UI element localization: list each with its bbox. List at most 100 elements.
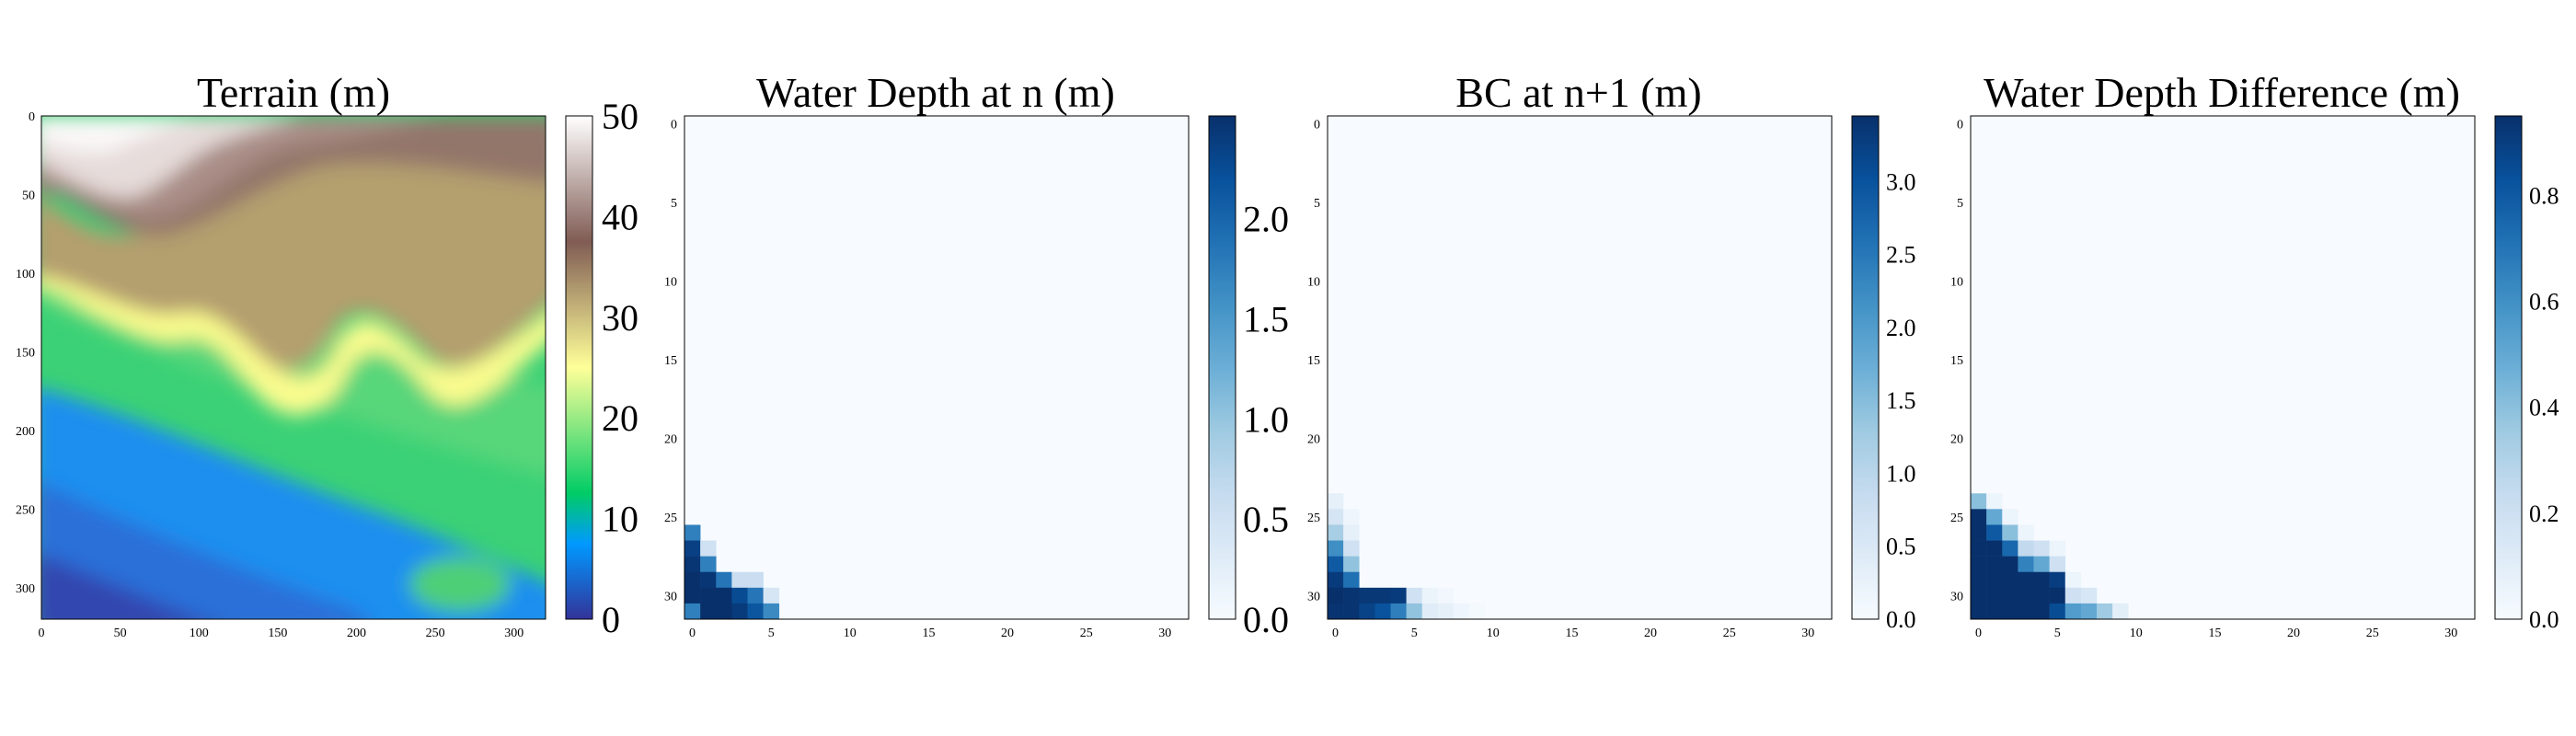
x-tick-label: 5 [1411, 627, 1418, 640]
panel-bc-n1: BC at n+1 (m) 0 5 10 15 20 25 30 0 5 10 15 20 25 30 0… [1307, 69, 1916, 640]
y-tick-label: 10 [1307, 275, 1320, 289]
y-tick-label: 15 [1950, 354, 1963, 368]
heatmap-cell [1971, 540, 1987, 557]
heatmap-cell [747, 571, 764, 589]
colorbar-tick-label: 0.0 [1243, 599, 1289, 640]
heatmap-cell [2049, 571, 2066, 589]
y-tick-label: 200 [16, 425, 35, 439]
colorbar-tick-label: 0.4 [2529, 395, 2559, 421]
heatmap-background [1971, 116, 2475, 619]
heatmap-cell [2049, 587, 2066, 604]
heatmap-cell [684, 540, 701, 557]
water-depth-n-heatmap [684, 115, 1190, 620]
bc-n1-heatmap [1327, 115, 1833, 620]
colorbar-tick-label: 0 [602, 599, 620, 640]
heatmap-cell [731, 571, 748, 589]
y-tick-label: 20 [664, 432, 677, 446]
heatmap-cell [2002, 571, 2018, 589]
heatmap-cell [2080, 587, 2098, 604]
water-depth-difference-heatmap [1970, 115, 2476, 620]
x-tick-label: 20 [1644, 627, 1657, 640]
y-tick-label: 0 [1314, 119, 1320, 132]
x-tick-label: 150 [268, 627, 287, 640]
heatmap-cell [1328, 509, 1344, 525]
heatmap-background [684, 116, 1189, 619]
heatmap-cell [1986, 509, 2003, 525]
heatmap-cell [1328, 540, 1344, 557]
y-tick-label: 5 [1314, 197, 1320, 211]
panel-title: Water Depth Difference (m) [1984, 69, 2460, 116]
y-tick-label: 15 [664, 354, 677, 368]
colorbar-tick-label: 0.0 [1886, 606, 1916, 633]
y-tick-label: 25 [1307, 512, 1320, 525]
panel-terrain: Terrain (m) [16, 69, 638, 640]
y-tick-label: 0 [29, 110, 35, 124]
heatmap-frame [1327, 115, 1833, 620]
heatmap-cell [1986, 493, 2003, 510]
heatmap-cell [1343, 540, 1360, 557]
panel-title: BC at n+1 (m) [1455, 69, 1701, 116]
colorbar-tick-label: 0.6 [2529, 289, 2559, 316]
heatmap-cell [1469, 603, 1486, 620]
x-tick-label: 25 [1080, 627, 1093, 640]
x-tick-label: 30 [1801, 627, 1814, 640]
y-tick-label: 15 [1307, 354, 1320, 368]
heatmap-cell [2033, 571, 2050, 589]
y-tick-label: 30 [1307, 590, 1320, 604]
heatmap-cell [1971, 524, 1987, 541]
y-tick-label: 25 [1950, 512, 1963, 525]
heatmap-frame [1970, 115, 2476, 620]
colorbar-tick-label: 40 [602, 196, 638, 237]
heatmap-cell [1374, 603, 1391, 620]
heatmap-cell [684, 587, 701, 604]
x-tick-label: 15 [1565, 627, 1578, 640]
heatmap-cell [2033, 603, 2050, 620]
heatmap-cell [763, 603, 780, 620]
heatmap-cell [684, 556, 701, 573]
heatmap-cell [1390, 603, 1407, 620]
x-tick-label: 200 [347, 627, 366, 640]
x-tick-label: 20 [2287, 627, 2300, 640]
y-tick-label: 100 [16, 268, 35, 282]
heatmap-cell [763, 587, 780, 604]
heatmap-cell [1971, 571, 1987, 589]
y-tick-label: 250 [16, 504, 35, 518]
heatmap-cell [2018, 587, 2034, 604]
water-depth-n-colorbar: 0.0 0.5 1.0 1.5 2.0 [1208, 115, 1289, 640]
heatmap-cell [1986, 571, 2003, 589]
x-tick-label: 15 [2208, 627, 2221, 640]
heatmap-cell [1343, 587, 1360, 604]
heatmap-cell [700, 587, 717, 604]
heatmap-cell [2064, 587, 2082, 604]
heatmap-cell [1421, 603, 1439, 620]
colorbar-tick-label: 1.5 [1886, 387, 1916, 414]
heatmap-cell [700, 571, 717, 589]
y-tick-label: 0 [1957, 119, 1963, 132]
colorbar-tick-label: 0.5 [1243, 499, 1289, 540]
heatmap-cell [700, 540, 717, 557]
heatmap-cell [716, 603, 732, 620]
heatmap-cell [1343, 509, 1360, 525]
x-tick-label: 250 [426, 627, 445, 640]
heatmap-cell [1406, 603, 1423, 620]
x-tick-label: 0 [1975, 627, 1982, 640]
heatmap-cell [2033, 556, 2050, 573]
heatmap-cell [2002, 603, 2018, 620]
water-depth-n-axes: 0 5 10 15 20 25 30 0 5 10 15 20 25 30 [664, 119, 1171, 640]
x-tick-label: 25 [2366, 627, 2379, 640]
x-tick-label: 25 [1723, 627, 1736, 640]
x-tick-label: 5 [768, 627, 775, 640]
x-tick-label: 30 [1158, 627, 1171, 640]
x-tick-label: 10 [844, 627, 857, 640]
heatmap-cell [2080, 603, 2098, 620]
heatmap-cell [1374, 587, 1391, 604]
heatmap-cell [1437, 603, 1455, 620]
heatmap-cell [2018, 603, 2034, 620]
colorbar-tick-label: 0.2 [2529, 500, 2559, 527]
bc-n1-axes: 0 5 10 15 20 25 30 0 5 10 15 20 25 30 [1307, 119, 1814, 640]
heatmap-cell [2049, 603, 2066, 620]
colorbar-tick-label: 0.0 [2529, 606, 2559, 633]
y-tick-label: 50 [22, 190, 35, 203]
heatmap-cell [1328, 524, 1344, 541]
